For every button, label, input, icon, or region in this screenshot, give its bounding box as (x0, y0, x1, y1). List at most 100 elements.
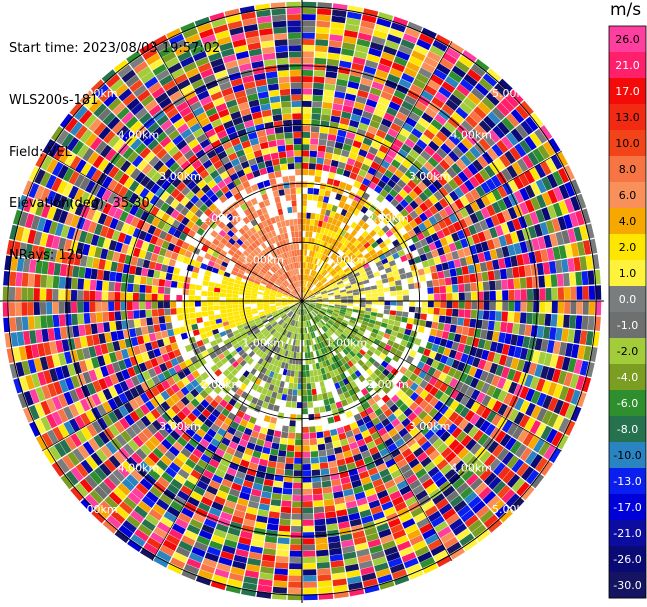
gate-cell (402, 334, 410, 342)
gate-cell (270, 320, 277, 326)
gate-cell (264, 322, 271, 328)
gate-cell (493, 462, 506, 476)
gate-cell (224, 403, 234, 412)
gate-cell (374, 170, 384, 180)
gate-cell (28, 182, 40, 199)
gate-cell (392, 16, 409, 27)
gate-cell (384, 344, 392, 352)
gate-cell (412, 540, 427, 552)
gate-cell (317, 220, 323, 228)
gate-cell (72, 265, 80, 278)
gate-cell (180, 396, 190, 406)
gate-cell (357, 554, 372, 564)
gate-cell (539, 125, 553, 141)
gate-cell (358, 256, 366, 263)
gate-cell (517, 429, 529, 443)
gate-cell (245, 289, 252, 293)
gate-cell (506, 113, 520, 128)
gate-cell (320, 341, 326, 348)
gate-cell (82, 147, 95, 162)
gate-cell (510, 497, 525, 512)
gate-cell (470, 188, 481, 201)
gate-cell (310, 451, 319, 458)
gate-cell (213, 333, 221, 340)
gate-cell (343, 391, 351, 399)
gate-cell (241, 263, 249, 269)
gate-cell (378, 381, 387, 390)
gate-cell (157, 294, 164, 301)
gate-cell (427, 79, 441, 91)
gate-cell (376, 442, 387, 452)
gate-cell (430, 544, 446, 557)
gate-cell (337, 464, 348, 473)
gate-cell (208, 212, 217, 221)
gate-cell (269, 336, 276, 343)
gate-cell (433, 336, 442, 345)
gate-cell (194, 295, 201, 301)
gate-cell (288, 277, 293, 284)
gate-cell (164, 308, 171, 316)
gate-cell (164, 57, 180, 69)
gate-cell (588, 285, 596, 300)
gate-cell (273, 331, 279, 338)
gate-cell (345, 131, 356, 140)
gate-cell (427, 287, 434, 294)
gate-cell (379, 447, 390, 457)
gate-cell (251, 310, 259, 315)
gate-cell (364, 584, 380, 594)
gate-cell (523, 170, 535, 184)
gate-cell (281, 302, 288, 305)
gate-cell (100, 500, 114, 515)
gate-cell (148, 452, 160, 464)
gate-cell (51, 235, 61, 249)
gate-cell (452, 129, 465, 142)
gate-cell (84, 474, 98, 489)
gate-cell (164, 124, 177, 136)
gate-cell (79, 177, 91, 191)
gate-cell (315, 295, 322, 298)
gate-cell (138, 343, 147, 354)
gate-cell (159, 271, 167, 280)
gate-cell (156, 255, 165, 264)
gate-cell (229, 172, 239, 182)
gate-cell (346, 396, 354, 405)
gate-cell (377, 413, 387, 422)
gate-cell (244, 298, 251, 301)
gate-cell (305, 314, 308, 321)
gate-cell (453, 258, 462, 268)
gate-cell (285, 308, 291, 313)
gate-cell (133, 284, 140, 293)
gate-cell (181, 507, 195, 518)
gate-cell (509, 440, 522, 455)
gate-cell (150, 532, 165, 545)
gate-cell (340, 533, 353, 542)
gate-cell (309, 438, 318, 446)
gate-cell (368, 356, 376, 365)
gate-cell (319, 214, 325, 222)
gate-cell (140, 175, 151, 187)
gate-cell (353, 301, 360, 304)
gate-cell (207, 413, 217, 423)
gate-cell (290, 351, 294, 358)
gate-cell (264, 354, 270, 362)
gate-cell (283, 290, 290, 295)
gate-cell (341, 298, 348, 301)
gate-cell (279, 285, 286, 290)
gate-cell (519, 386, 530, 400)
gate-cell (386, 372, 395, 381)
gate-cell (373, 155, 383, 165)
gate-cell (311, 388, 317, 396)
gate-cell (331, 314, 338, 319)
gate-cell (365, 461, 376, 471)
gate-cell (319, 183, 327, 190)
gate-cell (271, 266, 278, 272)
gate-cell (27, 302, 34, 316)
gate-cell (177, 275, 185, 283)
gate-cell (129, 387, 140, 398)
gate-cell (295, 320, 298, 327)
gate-cell (114, 350, 124, 361)
gate-cell (347, 81, 360, 90)
gate-cell (281, 259, 286, 267)
gate-cell (140, 71, 155, 84)
gate-cell (328, 172, 336, 180)
